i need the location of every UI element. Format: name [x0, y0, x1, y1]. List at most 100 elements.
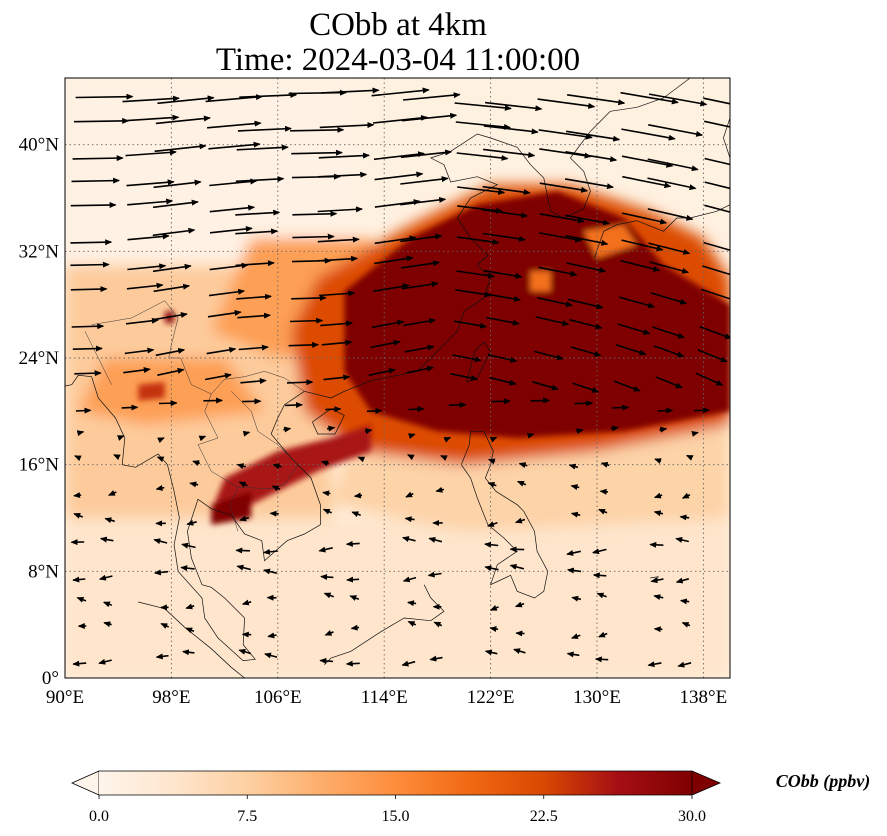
- wind-vector: [117, 435, 125, 441]
- wind-vector: [208, 288, 246, 297]
- wind-vector: [615, 343, 647, 356]
- wind-vector: [405, 491, 414, 498]
- y-axis-ticks: 0° 8°N 16°N 24°N 32°N 40°N: [19, 135, 60, 689]
- wind-vector: [565, 214, 611, 226]
- wind-vector: [487, 458, 496, 465]
- wind-vector: [319, 290, 356, 297]
- y-tick-label: 0°: [42, 668, 59, 689]
- wind-vector: [73, 512, 84, 519]
- wind-vector: [621, 128, 676, 141]
- wind-vector: [181, 542, 196, 549]
- wind-vector: [70, 261, 110, 268]
- wind-vector: [404, 516, 415, 523]
- wind-vector: [675, 537, 689, 543]
- wind-vector: [564, 178, 614, 190]
- map-panel: 90°E 98°E 106°E 114°E 122°E 130°E 138°E 0° 8°N 1…: [19, 77, 731, 708]
- country-border: [91, 300, 165, 325]
- wind-vector: [122, 95, 180, 103]
- wind-vector: [322, 508, 333, 515]
- field-myanmar-spot: [138, 382, 165, 401]
- wind-vector: [241, 599, 252, 606]
- wind-vector: [433, 621, 443, 628]
- wind-vector: [98, 658, 112, 665]
- wind-vector: [489, 376, 517, 386]
- y-tick-label: 16°N: [19, 455, 60, 476]
- coastline: [312, 408, 345, 435]
- wind-vector: [649, 541, 664, 548]
- wind-vector: [155, 485, 165, 491]
- wind-vector: [324, 630, 334, 636]
- wind-vector: [366, 407, 383, 414]
- wind-vector: [292, 233, 335, 240]
- wind-vector: [126, 179, 175, 187]
- wind-vector: [353, 492, 363, 499]
- wind-vector: [569, 318, 603, 330]
- wind-vector: [70, 239, 113, 246]
- wind-vector: [649, 261, 690, 274]
- wind-vector: [72, 660, 87, 667]
- wind-vector: [288, 341, 320, 348]
- wind-vector: [537, 98, 596, 109]
- wind-vector: [271, 485, 281, 492]
- wind-vector: [374, 235, 417, 245]
- wind-vector: [694, 407, 710, 414]
- wind-vector: [374, 255, 414, 265]
- wind-vector: [567, 298, 604, 310]
- wind-vector: [73, 492, 82, 499]
- wind-vector: [198, 435, 207, 442]
- wind-vector: [612, 404, 630, 411]
- wind-vector: [487, 354, 518, 363]
- wind-vector: [574, 400, 594, 407]
- wind-vector: [440, 455, 448, 461]
- wind-vector: [679, 598, 690, 605]
- wind-vector: [99, 536, 114, 543]
- wind-vector: [622, 175, 672, 189]
- wind-vector: [153, 538, 168, 545]
- colorbar-tick-label: 30.0: [678, 808, 706, 825]
- wind-vector: [206, 346, 237, 355]
- wind-vector: [571, 595, 582, 602]
- wind-vector: [456, 236, 500, 245]
- wind-vector: [236, 293, 272, 300]
- wind-vectors: [70, 87, 730, 668]
- wind-vector: [323, 592, 334, 599]
- coastline: [610, 78, 691, 112]
- wind-vector: [192, 460, 201, 466]
- wind-vector: [402, 576, 417, 583]
- wind-vector: [514, 601, 525, 608]
- wind-vector: [70, 286, 108, 293]
- wind-vector: [242, 430, 251, 437]
- wind-vector: [267, 632, 277, 639]
- wind-vector: [71, 177, 121, 184]
- wind-vector: [153, 283, 191, 293]
- wind-vector: [346, 576, 360, 583]
- wind-vector: [238, 344, 269, 351]
- wind-vector: [157, 367, 185, 376]
- wind-vector: [457, 186, 506, 195]
- wind-vector: [107, 490, 117, 496]
- wind-vector: [484, 293, 522, 302]
- wind-vector: [700, 288, 730, 300]
- wind-vector: [160, 622, 170, 629]
- coastline: [593, 204, 730, 259]
- wind-vector: [291, 294, 327, 301]
- wind-vector: [486, 316, 520, 326]
- wind-vector: [74, 455, 82, 462]
- wind-vector: [482, 232, 526, 242]
- wind-vector: [486, 521, 498, 527]
- wind-vector: [235, 209, 281, 216]
- wind-vector: [675, 577, 690, 584]
- wind-vector: [592, 548, 607, 555]
- wind-vector: [514, 517, 526, 524]
- colorbar-tick-label: 0.0: [89, 808, 109, 825]
- wind-vector: [566, 651, 580, 658]
- wind-vector: [264, 652, 278, 659]
- wind-vector: [448, 401, 467, 408]
- wind-vector: [599, 488, 608, 495]
- field-southern-background: [65, 518, 730, 678]
- wind-vector: [317, 206, 363, 213]
- wind-vector: [647, 661, 662, 668]
- wind-vector: [594, 656, 609, 663]
- x-tick-label: 138°E: [680, 687, 728, 708]
- wind-vector: [204, 372, 232, 381]
